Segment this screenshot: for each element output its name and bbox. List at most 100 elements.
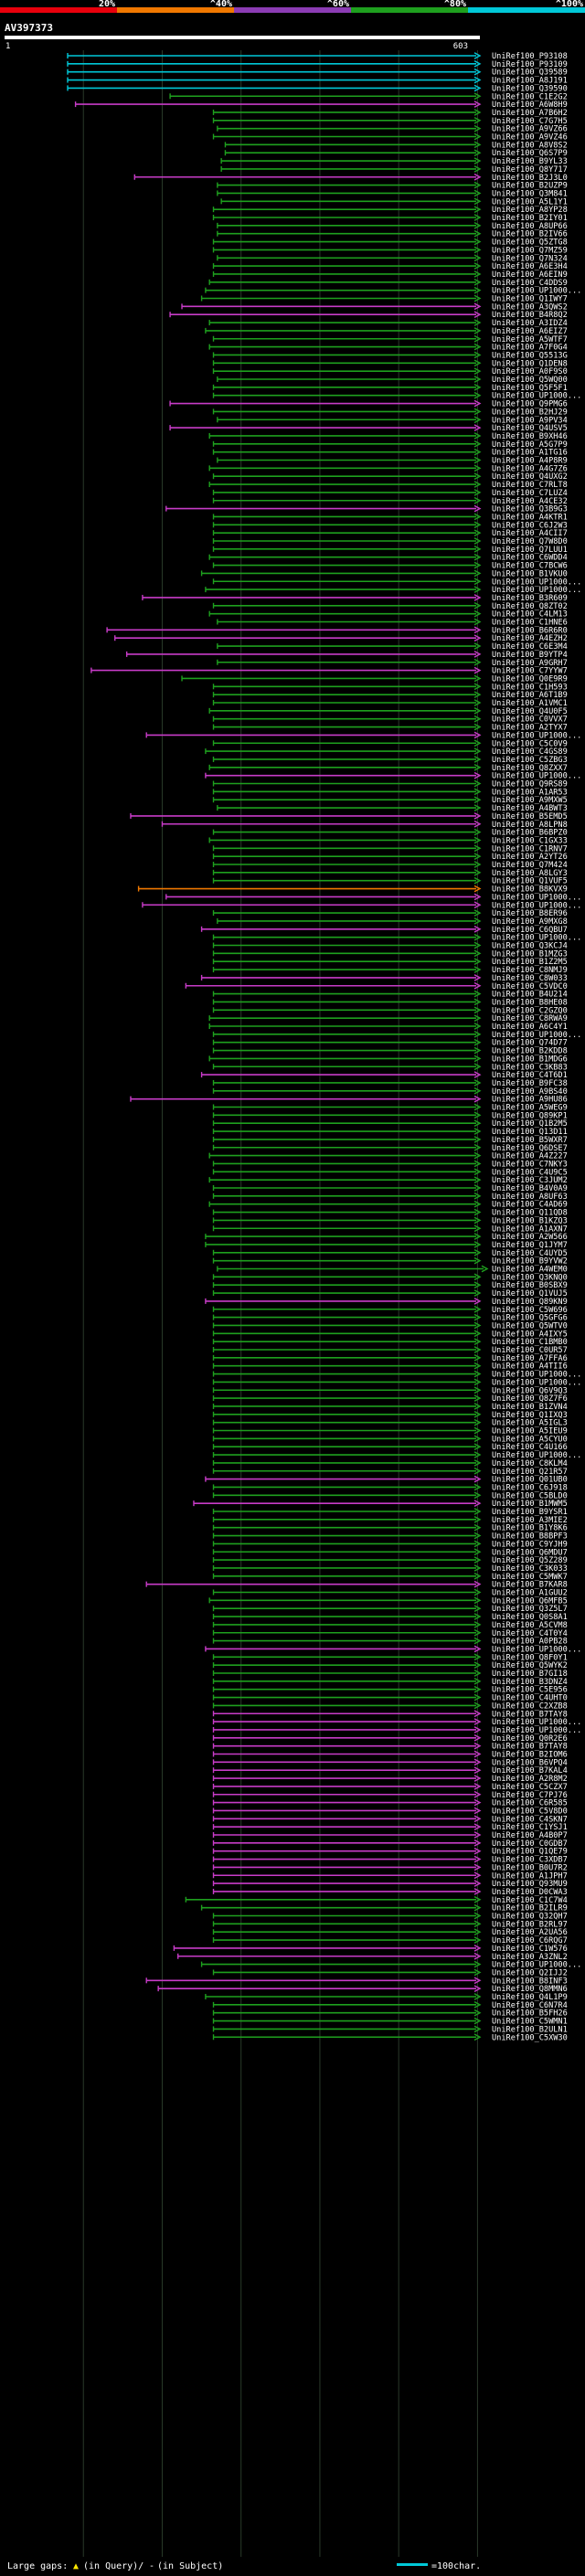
- hit-row[interactable]: UniRef100_B5WXR7: [212, 1136, 568, 1145]
- hit-row[interactable]: UniRef100_B4V0A9: [212, 1184, 568, 1193]
- hit-row[interactable]: UniRef100_C5WMN1: [212, 2018, 568, 2027]
- hit-row[interactable]: UniRef100_C6J2W3: [212, 521, 568, 530]
- hit-row[interactable]: UniRef100_C5V8D0: [212, 1807, 568, 1816]
- hit-row[interactable]: UniRef100_A5IGL3: [212, 1419, 568, 1428]
- hit-row[interactable]: UniRef100_A5WEG9: [212, 1104, 568, 1113]
- hit-row[interactable]: UniRef100_B7KAL4: [212, 1766, 568, 1776]
- hit-row[interactable]: UniRef100_A4CE32: [212, 497, 568, 506]
- hit-row[interactable]: UniRef100_Q89KP1: [212, 1111, 568, 1120]
- hit-row[interactable]: UniRef100_C4UHT0: [212, 1694, 568, 1703]
- hit-row[interactable]: UniRef100_Q11QD8: [212, 1209, 568, 1218]
- hit-row[interactable]: UniRef100_C4AD69: [208, 1201, 568, 1210]
- hit-row[interactable]: UniRef100_A5CVM8: [212, 1621, 568, 1630]
- hit-row[interactable]: UniRef100_A9HU86: [130, 1096, 568, 1105]
- hit-row[interactable]: UniRef100_Q5WYK2: [212, 1661, 568, 1670]
- hit-row[interactable]: UniRef100_B7KAR8: [145, 1581, 568, 1590]
- hit-row[interactable]: UniRef100_B1ZVN4: [212, 1403, 568, 1412]
- hit-row[interactable]: UniRef100_B1KZQ3: [212, 1216, 568, 1225]
- hit-row[interactable]: UniRef100_Q1IWY7: [200, 295, 568, 304]
- hit-row[interactable]: UniRef100_C2GZQ0: [212, 1006, 568, 1015]
- hit-row[interactable]: UniRef100_A6T1B9: [212, 691, 568, 700]
- hit-row[interactable]: UniRef100_Q3Z5L7: [212, 1605, 568, 1614]
- hit-row[interactable]: UniRef100_UP1000...: [142, 901, 581, 910]
- hit-row[interactable]: UniRef100_A4IXY5: [212, 1330, 568, 1339]
- hit-row[interactable]: UniRef100_C4T0Y4: [212, 1629, 568, 1638]
- hit-row[interactable]: UniRef100_A9PV34: [217, 416, 568, 425]
- hit-row[interactable]: UniRef100_A6EIZ7: [205, 327, 568, 336]
- hit-row[interactable]: UniRef100_UP1000...: [205, 287, 581, 296]
- hit-row[interactable]: UniRef100_B9FC38: [212, 1079, 568, 1088]
- hit-row[interactable]: UniRef100_C5ZBG3: [212, 756, 568, 765]
- hit-row[interactable]: UniRef100_B8INF3: [145, 1977, 568, 1986]
- hit-row[interactable]: UniRef100_Q5WQ00: [217, 376, 568, 385]
- hit-row[interactable]: UniRef100_UP1000...: [212, 1726, 582, 1735]
- hit-row[interactable]: UniRef100_P93108: [67, 52, 568, 61]
- hit-row[interactable]: UniRef100_B9YL33: [220, 157, 568, 166]
- hit-row[interactable]: UniRef100_A9MXW5: [212, 796, 568, 805]
- hit-row[interactable]: UniRef100_B2J3L0: [133, 174, 568, 183]
- hit-row[interactable]: UniRef100_UP1000...: [212, 934, 582, 943]
- hit-row[interactable]: UniRef100_A3IDZ4: [208, 319, 568, 328]
- hit-row[interactable]: UniRef100_B2ULN1: [212, 2025, 568, 2034]
- hit-row[interactable]: UniRef100_B2KDD8: [212, 1047, 568, 1056]
- hit-row[interactable]: UniRef100_UP1000...: [205, 1645, 581, 1654]
- hit-row[interactable]: UniRef100_UP1000...: [205, 586, 581, 595]
- hit-row[interactable]: UniRef100_Q74D77: [212, 1039, 568, 1048]
- hit-row[interactable]: UniRef100_Q1JYM7: [205, 1241, 568, 1250]
- hit-row[interactable]: UniRef100_A2UA56: [212, 1928, 568, 1937]
- hit-row[interactable]: UniRef100_A3ZNL2: [177, 1953, 568, 1962]
- hit-row[interactable]: UniRef100_A8UF63: [212, 1193, 568, 1202]
- hit-row[interactable]: UniRef100_A0F9S0: [212, 367, 568, 376]
- hit-row[interactable]: UniRef100_C6J918: [212, 1483, 568, 1492]
- hit-row[interactable]: UniRef100_Q5WTV0: [212, 1321, 568, 1330]
- hit-row[interactable]: UniRef100_UP1000...: [212, 1371, 582, 1380]
- hit-row[interactable]: UniRef100_C7PJ76: [212, 1791, 568, 1800]
- hit-row[interactable]: UniRef100_B4U214: [212, 991, 568, 1000]
- hit-row[interactable]: UniRef100_B1Z2M5: [212, 958, 568, 967]
- hit-row[interactable]: UniRef100_A2TYX7: [212, 724, 568, 733]
- hit-row[interactable]: UniRef100_A5IEU9: [212, 1427, 568, 1436]
- hit-row[interactable]: UniRef100_Q7M424: [212, 861, 568, 870]
- hit-row[interactable]: UniRef100_Q1IXQ3: [212, 1411, 568, 1420]
- hit-row[interactable]: UniRef100_B7TAY8: [212, 1743, 568, 1752]
- hit-row[interactable]: UniRef100_B1MZG3: [212, 949, 568, 959]
- hit-row[interactable]: UniRef100_C5E956: [212, 1686, 568, 1695]
- hit-row[interactable]: UniRef100_B2UZP9: [217, 182, 568, 191]
- hit-row[interactable]: UniRef100_B8ER96: [212, 909, 568, 918]
- hit-row[interactable]: UniRef100_Q6DSE7: [212, 1144, 568, 1153]
- hit-row[interactable]: UniRef100_Q5Z289: [212, 1556, 568, 1565]
- hit-row[interactable]: UniRef100_A7B6H2: [212, 109, 568, 118]
- hit-row[interactable]: UniRef100_Q4UXG2: [212, 472, 568, 482]
- hit-row[interactable]: UniRef100_B7TAY8: [212, 1710, 568, 1719]
- hit-row[interactable]: UniRef100_Q6V9Q3: [212, 1386, 568, 1395]
- hit-row[interactable]: UniRef100_C7RLT8: [208, 481, 568, 490]
- hit-row[interactable]: UniRef100_B1MDG6: [208, 1055, 568, 1064]
- hit-row[interactable]: UniRef100_A8LPN8: [161, 821, 568, 830]
- hit-row[interactable]: UniRef100_A4WEM0: [217, 1266, 568, 1275]
- hit-row[interactable]: UniRef100_B1MWM5: [193, 1500, 568, 1509]
- hit-row[interactable]: UniRef100_C6R585: [212, 1799, 568, 1808]
- hit-row[interactable]: UniRef100_Q6MDU7: [212, 1548, 568, 1557]
- hit-row[interactable]: UniRef100_Q8MMN6: [157, 1985, 568, 1994]
- hit-row[interactable]: UniRef100_C4T6D1: [200, 1071, 568, 1080]
- hit-row[interactable]: UniRef100_Q9RS89: [212, 780, 568, 790]
- hit-row[interactable]: UniRef100_A6EIN9: [212, 270, 568, 280]
- hit-row[interactable]: UniRef100_B9YTP4: [125, 651, 568, 660]
- hit-row[interactable]: UniRef100_A9BS40: [212, 1087, 568, 1097]
- hit-row[interactable]: UniRef100_Q1B2M5: [212, 1119, 568, 1129]
- hit-row[interactable]: UniRef100_C6RQG7: [212, 1936, 568, 1945]
- hit-row[interactable]: UniRef100_C4LM13: [208, 610, 568, 620]
- hit-row[interactable]: UniRef100_Q1VUF5: [212, 877, 568, 886]
- hit-row[interactable]: UniRef100_Q8Z7F6: [212, 1394, 568, 1404]
- hit-row[interactable]: UniRef100_UP1000...: [212, 1718, 582, 1727]
- hit-row[interactable]: UniRef100_Q3B9G3: [165, 505, 568, 514]
- hit-row[interactable]: UniRef100_A2R8M2: [212, 1775, 568, 1784]
- hit-row[interactable]: UniRef100_C4U9C5: [212, 1168, 568, 1177]
- hit-row[interactable]: UniRef100_C3K033: [212, 1564, 568, 1574]
- hit-row[interactable]: UniRef100_Q9PMG6: [169, 400, 568, 409]
- hit-row[interactable]: UniRef100_C7NKY3: [212, 1160, 568, 1169]
- hit-row[interactable]: UniRef100_UP1000...: [165, 893, 582, 902]
- hit-row[interactable]: UniRef100_Q8Y717: [220, 165, 568, 175]
- hit-row[interactable]: UniRef100_Q8F0Y1: [212, 1653, 568, 1662]
- hit-row[interactable]: UniRef100_Q32QH7: [212, 1913, 568, 1922]
